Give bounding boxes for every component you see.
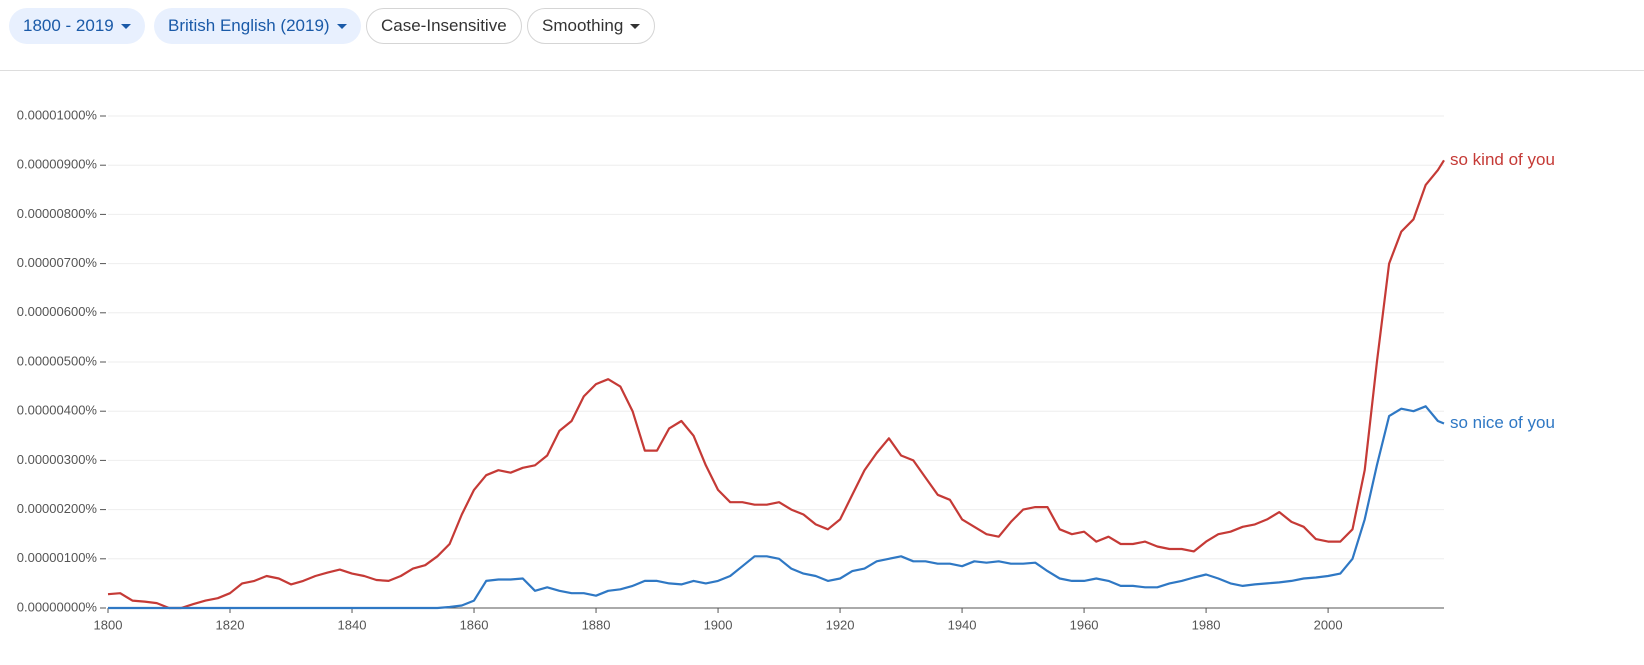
button-label: Smoothing (542, 16, 624, 35)
y-tick-label: 0.00000400% (17, 403, 98, 418)
x-tick-label: 1820 (216, 617, 245, 632)
y-tick-label: 0.00000000% (17, 599, 98, 614)
toolbar: 1800 - 2019 British English (2019) Case-… (0, 0, 1644, 71)
x-tick-label: 1920 (826, 617, 855, 632)
series-line (107, 159, 1445, 610)
chart: 0.00000000% 0.00000100% 0.00000200% 0.00000… (17, 107, 1555, 632)
date-range-button[interactable]: 1800 - 2019 (9, 8, 145, 44)
y-tick-label: 0.00000700% (17, 255, 98, 270)
x-tick-label: 1900 (704, 617, 733, 632)
x-tick-label: 1980 (1192, 617, 1221, 632)
y-tick-label: 0.00000600% (17, 304, 98, 319)
button-label: British English (2019) (168, 16, 330, 35)
x-tick-label: 1940 (948, 617, 977, 632)
y-tick-label: 0.00000900% (17, 157, 98, 172)
button-label: 1800 - 2019 (23, 16, 114, 35)
series-label: so kind of you (1450, 150, 1555, 169)
y-tick-label: 0.00000200% (17, 501, 98, 516)
corpus-button[interactable]: British English (2019) (154, 8, 361, 44)
y-tick-label: 0.00000800% (17, 206, 98, 221)
case-button[interactable]: Case-Insensitive (366, 8, 522, 44)
y-tick-label: 0.00000500% (17, 353, 98, 368)
x-tick-label: 1860 (460, 617, 489, 632)
y-tick-label: 0.00000100% (17, 550, 98, 565)
y-tick-label: 0.00000300% (17, 452, 98, 467)
series-line (108, 405, 1445, 610)
x-tick-label: 1880 (582, 617, 611, 632)
smoothing-button[interactable]: Smoothing (527, 8, 656, 44)
button-label: Case-Insensitive (381, 16, 507, 35)
y-tick-label: 0.00001000% (17, 107, 98, 122)
x-tick-label: 1840 (338, 617, 367, 632)
x-tick-label: 1960 (1070, 617, 1099, 632)
series-label: so nice of you (1450, 413, 1555, 432)
x-tick-label: 2000 (1314, 617, 1343, 632)
x-tick-label: 1800 (94, 617, 123, 632)
